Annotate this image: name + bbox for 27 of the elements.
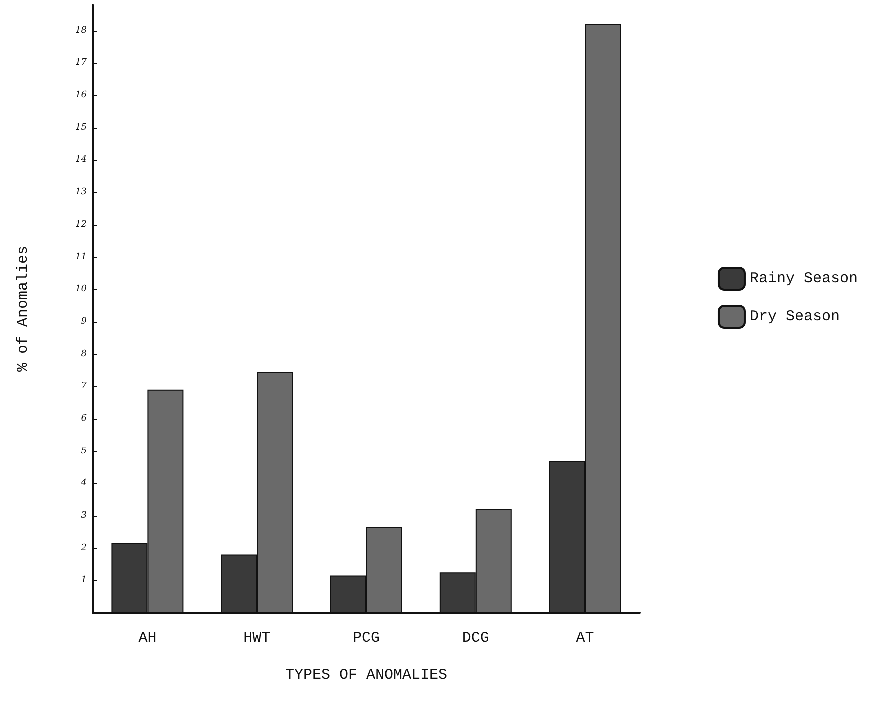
x-tick-label: AH (138, 630, 157, 647)
x-tick-label: HWT (244, 630, 271, 647)
y-tick-label: 2 (80, 543, 88, 554)
y-tick-label: 11 (76, 252, 87, 262)
x-axis-title: TYPES OF ANOMALIES (285, 667, 448, 684)
y-tick-label: 9 (81, 316, 88, 327)
y-tick-label: 1 (81, 576, 87, 586)
legend-label: Dry Season (750, 308, 840, 326)
legend-label: Rainy Season (750, 270, 858, 288)
y-tick-label: 13 (76, 188, 88, 198)
y-tick-label: 4 (80, 478, 88, 489)
y-axis-title: % of Anomalies (15, 246, 32, 372)
y-tick-label: 15 (76, 122, 88, 133)
y-tick-label: 18 (76, 26, 88, 36)
y-tick-label: 14 (76, 155, 88, 166)
x-tick-label: PCG (352, 630, 380, 647)
y-tick-label: 6 (81, 414, 88, 424)
y-tick-label: 12 (76, 220, 88, 230)
y-tick-label: 5 (81, 446, 88, 456)
y-tick-label: 7 (81, 382, 88, 392)
x-tick-label: DCG (462, 630, 490, 647)
x-tick-label: AT (576, 630, 594, 647)
y-tick-label: 8 (81, 349, 88, 360)
y-tick-label: 3 (81, 510, 88, 521)
y-tick-label: 10 (76, 284, 88, 295)
y-tick-label: 17 (76, 58, 88, 68)
y-tick-label: 16 (76, 90, 88, 101)
